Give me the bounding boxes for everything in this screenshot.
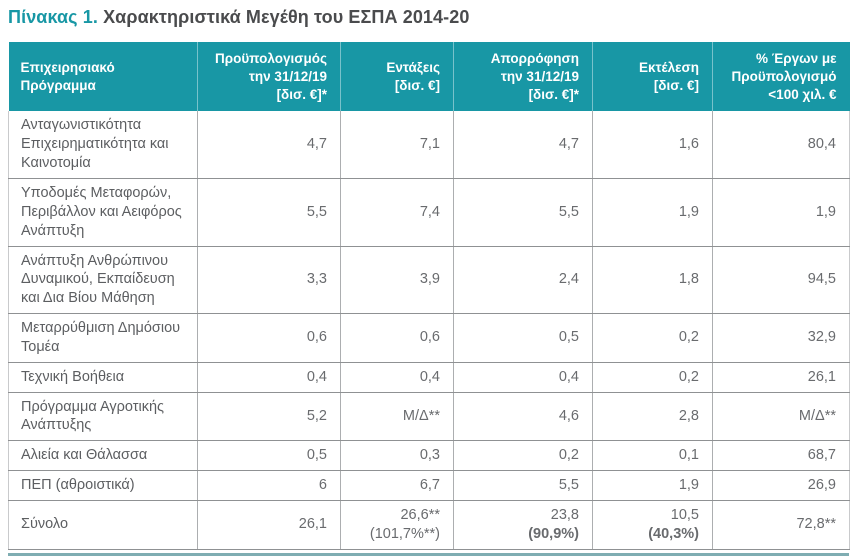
cell-pct-projects-under-100k: 26,1	[712, 362, 850, 393]
col-header-pct-projects-under-100k: % Έργων με Προϋπολογισμό <100 χιλ. €	[712, 42, 850, 112]
cell-execution: 1,9	[592, 470, 713, 501]
cell-absorption: 0,4	[453, 362, 593, 393]
cell-absorption: 5,5	[453, 470, 593, 501]
cell-budget: 0,5	[197, 440, 341, 472]
cell-budget: 5,2	[197, 392, 341, 442]
table-bottom-accent-line	[8, 552, 849, 556]
cell-pct-projects-under-100k: Μ/Δ**	[712, 392, 850, 442]
cell-pct-projects-under-100k: 26,9	[712, 470, 850, 501]
cell-budget: 0,6	[197, 313, 341, 363]
cell-budget: 5,5	[197, 178, 341, 247]
espa-characteristics-table: Επιχειρησιακό Πρόγραμμα Προϋπολογισμός τη…	[8, 42, 850, 550]
row-label: ΠΕΠ (αθροιστικά)	[8, 470, 198, 501]
cell-pct-projects-under-100k: 68,7	[712, 440, 850, 472]
cell-absorption: 4,6	[453, 392, 593, 442]
cell-budget: 3,3	[197, 246, 341, 315]
cell-budget: 6	[197, 470, 341, 501]
col-header-entaxeis: Εντάξεις [δισ. €]	[340, 42, 454, 112]
table-title-text: Χαρακτηριστικά Μεγέθη του ΕΣΠΑ 2014-20	[103, 7, 470, 27]
table-row-pep: ΠΕΠ (αθροιστικά) 6 6,7 5,5 1,9 26,9	[8, 470, 850, 501]
row-label: Σύνολο	[8, 500, 198, 550]
cell-absorption: 0,5	[453, 313, 593, 363]
table-row-alieia: Αλιεία και Θάλασσα 0,5 0,3 0,2 0,1 68,7	[8, 440, 850, 472]
cell-entaxeis: 0,3	[340, 440, 454, 472]
cell-entaxeis: 6,7	[340, 470, 454, 501]
cell-execution: 0,2	[592, 362, 713, 393]
cell-execution: 1,6	[592, 111, 713, 179]
cell-entaxeis: 0,6	[340, 313, 454, 363]
table-title-number: Πίνακας 1.	[8, 7, 98, 27]
cell-pct-projects-under-100k: 32,9	[712, 313, 850, 363]
col-header-execution: Εκτέλεση [δισ. €]	[592, 42, 713, 112]
cell-entaxeis: 3,9	[340, 246, 454, 315]
cell-absorption: 5,5	[453, 178, 593, 247]
table-row-agrotiki-anaptyxi: Πρόγραμμα Αγροτικής Ανάπτυξης 5,2 Μ/Δ** 4,6…	[8, 392, 850, 442]
cell-execution: 0,2	[592, 313, 713, 363]
cell-execution: 1,8	[592, 246, 713, 315]
table-row-total: Σύνολο 26,1 26,6** (101,7%**) 23,8 (90,9%) 10,…	[8, 500, 850, 550]
cell-budget: 4,7	[197, 111, 341, 179]
row-label: Μεταρρύθμιση Δημόσιου Τομέα	[8, 313, 198, 363]
row-label: Ανάπτυξη Ανθρώπινου Δυναμικού, Εκπαίδευσ…	[8, 246, 198, 315]
cell-entaxeis: 7,1	[340, 111, 454, 179]
row-label: Ανταγωνιστικότητα Επιχειρηματικότητα και…	[8, 111, 198, 179]
cell-budget: 26,1	[197, 500, 341, 550]
table-row-texniki-voitheia: Τεχνική Βοήθεια 0,4 0,4 0,4 0,2 26,1	[8, 362, 850, 393]
col-header-absorption: Απορρόφηση την 31/12/19 [δισ. €]*	[453, 42, 593, 112]
cell-entaxeis: 0,4	[340, 362, 454, 393]
header-row: Επιχειρησιακό Πρόγραμμα Προϋπολογισμός τη…	[8, 42, 850, 112]
cell-absorption: 4,7	[453, 111, 593, 179]
col-header-budget: Προϋπολογισμός την 31/12/19 [δισ. €]*	[197, 42, 341, 112]
cell-execution: 2,8	[592, 392, 713, 442]
cell-execution: 1,9	[592, 178, 713, 247]
cell-execution: 10,5 (40,3%)	[592, 500, 713, 550]
cell-pct-projects-under-100k: 80,4	[712, 111, 850, 179]
row-label: Αλιεία και Θάλασσα	[8, 440, 198, 472]
col-header-programme: Επιχειρησιακό Πρόγραμμα	[8, 42, 198, 112]
row-label: Πρόγραμμα Αγροτικής Ανάπτυξης	[8, 392, 198, 442]
cell-entaxeis: 26,6** (101,7%**)	[340, 500, 454, 550]
cell-pct-projects-under-100k: 72,8**	[712, 500, 850, 550]
cell-pct-projects-under-100k: 1,9	[712, 178, 850, 247]
cell-entaxeis: Μ/Δ**	[340, 392, 454, 442]
cell-budget: 0,4	[197, 362, 341, 393]
table-title: Πίνακας 1. Χαρακτηριστικά Μεγέθη του ΕΣΠ…	[8, 7, 849, 28]
cell-execution: 0,1	[592, 440, 713, 472]
cell-pct-projects-under-100k: 94,5	[712, 246, 850, 315]
cell-absorption: 0,2	[453, 440, 593, 472]
row-label: Τεχνική Βοήθεια	[8, 362, 198, 393]
row-label: Υποδομές Μεταφορών, Περιβάλλον και Αειφό…	[8, 178, 198, 247]
table-row-antagonistikotita: Ανταγωνιστικότητα Επιχειρηματικότητα και…	[8, 111, 850, 179]
table-row-anaptyxi-anthropinou: Ανάπτυξη Ανθρώπινου Δυναμικού, Εκπαίδευσ…	[8, 246, 850, 315]
cell-absorption: 2,4	[453, 246, 593, 315]
cell-absorption: 23,8 (90,9%)	[453, 500, 593, 550]
table-row-ypodomes: Υποδομές Μεταφορών, Περιβάλλον και Αειφό…	[8, 178, 850, 247]
table-body: Ανταγωνιστικότητα Επιχειρηματικότητα και…	[8, 111, 850, 550]
table-row-metarrythmisi: Μεταρρύθμιση Δημόσιου Τομέα 0,6 0,6 0,5 0,2 3…	[8, 313, 850, 363]
cell-entaxeis: 7,4	[340, 178, 454, 247]
